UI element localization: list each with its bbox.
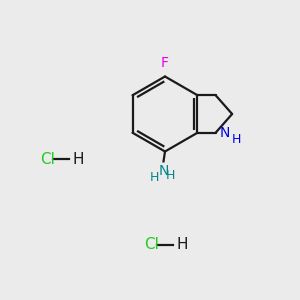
Text: H: H: [232, 133, 242, 146]
Text: H: H: [73, 152, 84, 166]
Text: F: F: [161, 56, 169, 70]
Text: H: H: [165, 169, 175, 182]
Text: Cl: Cl: [40, 152, 56, 166]
Text: Cl: Cl: [144, 237, 159, 252]
Text: N: N: [219, 126, 230, 140]
Text: H: H: [150, 171, 159, 184]
Text: N: N: [158, 164, 169, 178]
Text: H: H: [176, 237, 188, 252]
